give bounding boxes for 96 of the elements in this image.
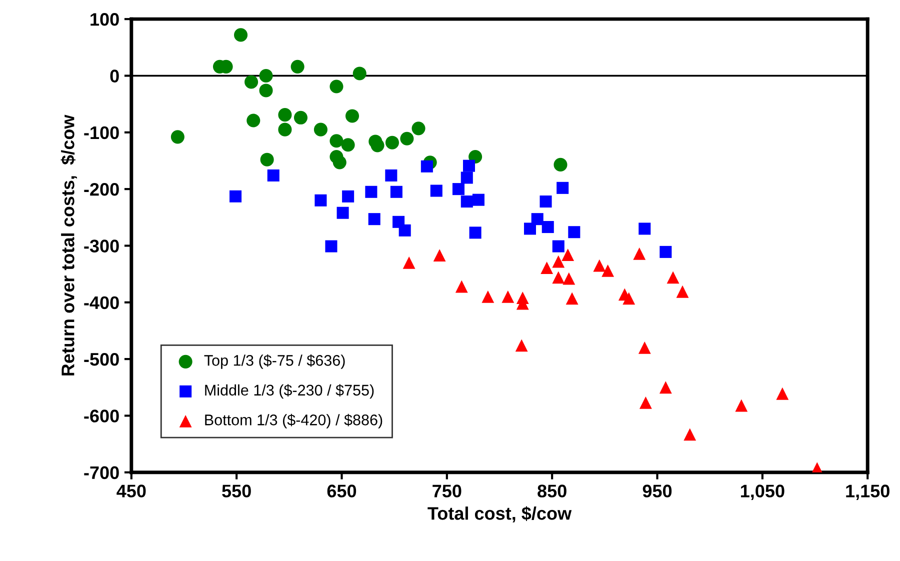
point [267,169,280,182]
point [633,247,646,260]
point [666,271,680,284]
point [370,138,384,152]
point [562,248,574,261]
x-tick-label: 1,150 [846,484,890,500]
legend-label: Middle 1/3 ($-230 / $755) [205,384,374,399]
x-tick-label: 850 [538,484,566,498]
x-tick-label: 950 [642,484,672,498]
point [562,272,576,285]
point [524,222,536,235]
point [412,122,426,136]
point [230,190,242,202]
point [469,226,482,239]
point [540,262,554,274]
point [622,292,636,305]
legend-label: Bottom 1/3 ($-420) / $886) [205,414,382,428]
point [430,184,442,197]
y-tick-label: -600 [84,410,119,422]
y-axis-title: Return over total costs, $/cow [60,114,77,376]
y-tick-label: 0 [110,70,119,82]
point [433,249,446,262]
point [660,246,672,258]
point [676,285,689,298]
point [638,222,651,235]
point [341,138,355,152]
point [552,240,564,252]
point [385,136,399,150]
point [352,66,366,80]
point [314,122,328,136]
point [290,60,304,74]
point [552,255,565,268]
x-tick-label: 1,050 [740,484,784,500]
y-tick-label: -300 [84,240,119,252]
x-tick-label: 750 [432,484,462,498]
point [542,221,554,234]
point [390,186,402,198]
point [502,290,514,303]
point [330,80,344,94]
point [368,213,380,226]
point [294,110,308,124]
point [385,169,398,182]
point [659,381,672,394]
point [314,194,327,206]
point [455,280,468,293]
point [234,28,248,42]
point [260,152,274,166]
point [472,194,484,206]
point [246,114,260,128]
point [330,134,344,148]
point [400,132,414,146]
point [325,240,338,252]
point [540,196,552,208]
point [402,256,416,269]
legend-label: Top 1/3 ($-75 / $636) [204,354,345,369]
point [776,387,789,400]
point [278,108,292,122]
point [259,84,273,98]
y-tick-label: -200 [84,182,119,196]
point [345,109,360,123]
point [638,341,651,354]
point [639,396,652,409]
y-tick-label: -500 [84,352,119,366]
point [259,68,273,83]
point [593,259,606,272]
x-tick-label: 450 [116,484,146,498]
point [336,206,349,219]
point [684,428,696,441]
point [398,224,411,236]
point [170,130,184,144]
point [568,226,580,238]
point [462,160,476,172]
point [452,183,464,196]
y-tick-label: -700 [84,466,119,480]
point [342,190,354,202]
y-tick-label: 100 [90,13,119,26]
point [556,182,569,194]
y-tick-label: -400 [84,296,119,310]
y-tick-label: -100 [84,126,119,140]
point [735,399,748,412]
point [332,156,346,170]
point [566,292,578,305]
point [460,172,473,184]
point [365,186,378,198]
x-tick-label: 650 [327,484,356,498]
point [552,271,565,284]
point [482,290,494,303]
point [554,158,568,172]
x-axis-title: Total cost, $/cow [428,506,572,522]
point [515,339,528,352]
point [420,160,433,172]
point [278,122,292,136]
x-tick-label: 550 [222,484,251,498]
point [602,264,614,277]
point [244,75,258,89]
point [460,196,473,208]
